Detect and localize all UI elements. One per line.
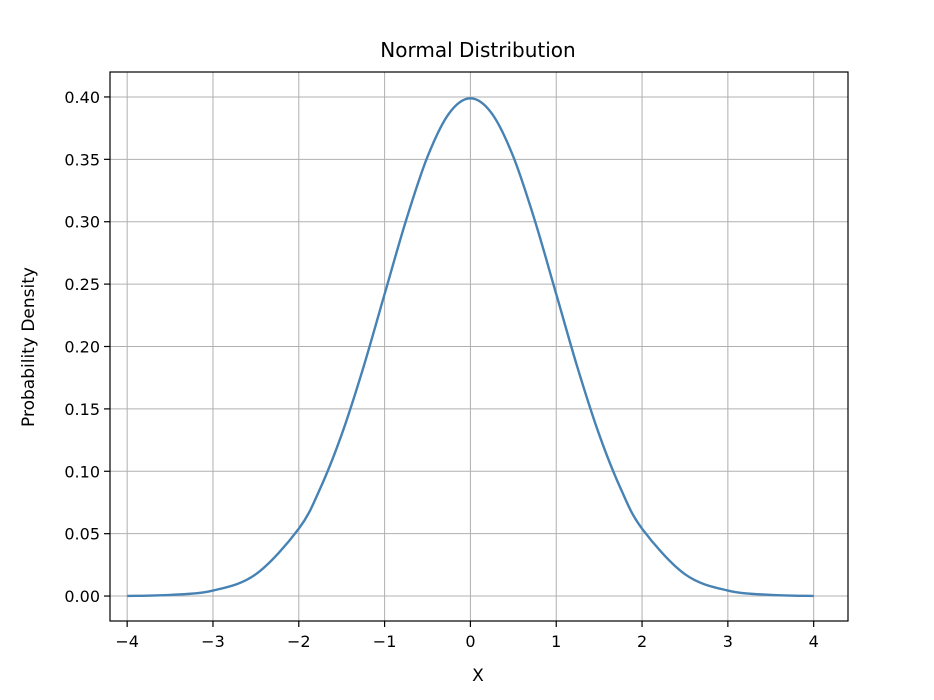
y-tick-label: 0.25 <box>64 275 100 294</box>
x-tick-label: 4 <box>809 632 819 651</box>
y-axis-label: Probability Density <box>19 267 39 427</box>
x-tick-label: −3 <box>201 632 225 651</box>
y-tick-label: 0.10 <box>64 462 100 481</box>
x-axis-label: X <box>472 666 484 686</box>
x-tick-label: −4 <box>115 632 139 651</box>
y-tick-label: 0.30 <box>64 213 100 232</box>
density-curve <box>127 97 814 598</box>
x-tick-label: −1 <box>373 632 397 651</box>
y-tick-label: 0.40 <box>64 88 100 107</box>
series-layer <box>127 97 814 598</box>
y-axis-ticks: 0.00 0.05 0.10 0.15 0.20 0.25 0.30 0.35 0.40 <box>64 88 110 606</box>
x-axis-ticks: −4 −3 −2 −1 0 1 2 3 4 <box>115 621 819 651</box>
x-tick-label: −2 <box>287 632 311 651</box>
y-tick-label: 0.00 <box>64 587 100 606</box>
chart-title: Normal Distribution <box>380 38 575 62</box>
x-tick-label: 1 <box>551 632 561 651</box>
x-tick-label: 0 <box>465 632 475 651</box>
y-tick-label: 0.15 <box>64 400 100 419</box>
x-tick-label: 3 <box>723 632 733 651</box>
grid-lines <box>110 72 848 621</box>
x-tick-label: 2 <box>637 632 647 651</box>
y-tick-label: 0.20 <box>64 338 100 357</box>
y-tick-label: 0.35 <box>64 150 100 169</box>
y-tick-label: 0.05 <box>64 525 100 544</box>
